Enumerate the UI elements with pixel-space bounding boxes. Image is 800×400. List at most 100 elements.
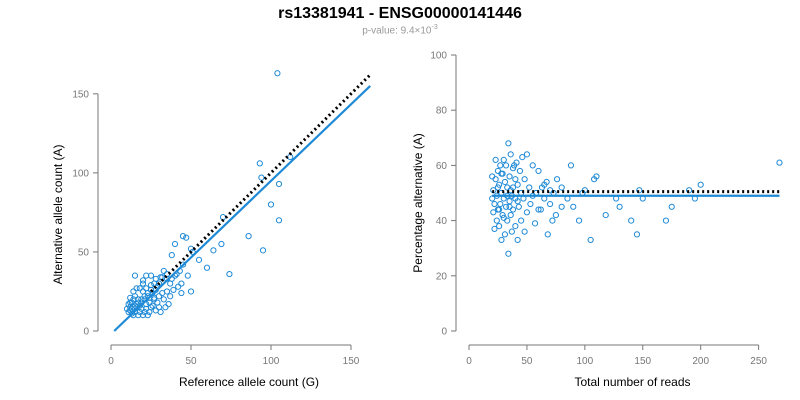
x-tick-label: 150: [343, 356, 360, 367]
data-point: [187, 245, 195, 252]
data-point: [519, 154, 526, 161]
y-axis-label: Percentage alternative (A): [411, 133, 425, 272]
data-point: [515, 203, 522, 210]
data-point: [494, 184, 502, 191]
x-tick-label: 0: [466, 356, 472, 367]
data-point: [502, 203, 510, 210]
data-point: [506, 203, 513, 210]
data-point: [504, 217, 511, 224]
data-point: [521, 228, 528, 235]
data-point: [256, 160, 263, 167]
data-point: [570, 203, 577, 210]
data-point: [512, 223, 519, 230]
data-point: [163, 288, 171, 295]
data-point: [157, 308, 164, 316]
data-point: [523, 151, 531, 158]
data-point: [123, 305, 131, 312]
data-point: [505, 250, 512, 257]
data-point: [526, 184, 533, 191]
data-point: [136, 285, 143, 292]
data-point: [187, 288, 195, 295]
data-point: [493, 217, 500, 224]
data-point: [553, 176, 561, 183]
x-tick-label: 200: [692, 356, 709, 367]
data-point: [507, 211, 514, 219]
data-point: [602, 211, 609, 219]
data-point: [131, 302, 139, 309]
data-point: [141, 308, 148, 316]
data-point: [184, 272, 191, 279]
y-tick-label: 150: [72, 89, 89, 100]
data-point: [131, 272, 139, 279]
data-point: [514, 236, 521, 244]
data-point: [506, 198, 513, 205]
data-point: [549, 217, 556, 224]
data-point: [494, 167, 502, 175]
data-point: [151, 296, 158, 303]
data-point: [546, 200, 554, 208]
data-point: [500, 214, 507, 221]
y-tick-label: 0: [441, 327, 447, 338]
data-point: [498, 236, 505, 244]
data-point: [178, 289, 185, 297]
data-point: [558, 184, 565, 191]
data-point: [508, 228, 515, 235]
data-point: [516, 167, 524, 175]
data-point: [141, 293, 148, 300]
data-point: [507, 151, 514, 158]
data-point: [489, 173, 496, 180]
data-point: [274, 70, 281, 77]
data-point: [171, 240, 179, 248]
data-point: [552, 211, 559, 219]
data-point: [175, 283, 182, 290]
y-tick-label: 0: [83, 327, 89, 338]
data-point: [499, 211, 506, 219]
y-tick-label: 40: [436, 216, 448, 227]
x-tick-label: 50: [185, 356, 197, 367]
data-point: [567, 162, 575, 169]
data-point: [259, 247, 267, 254]
p-value-label: p-value: 9.4×10: [362, 25, 432, 37]
data-point: [179, 261, 187, 268]
y-tick-label: 20: [436, 271, 448, 282]
data-point: [139, 277, 147, 284]
data-point: [490, 209, 497, 216]
data-point: [267, 201, 275, 208]
data-point: [144, 312, 151, 319]
data-point: [575, 217, 583, 224]
data-point: [662, 217, 670, 224]
data-point: [183, 234, 190, 241]
data-point: [502, 162, 510, 169]
x-axis-label: Total number of reads: [574, 375, 690, 389]
data-point: [541, 181, 548, 188]
data-point: [139, 280, 147, 287]
data-point: [668, 203, 675, 210]
data-point: [210, 247, 217, 254]
data-point: [514, 181, 521, 188]
data-point: [195, 256, 203, 263]
data-point: [160, 296, 167, 303]
data-point: [531, 220, 539, 227]
data-point: [168, 252, 175, 259]
data-point: [776, 159, 783, 166]
y-tick-label: 50: [78, 247, 90, 258]
data-point: [511, 162, 518, 169]
data-point: [258, 174, 265, 181]
data-point: [144, 289, 151, 297]
data-point: [131, 308, 139, 316]
data-point: [149, 302, 156, 309]
data-point: [523, 209, 531, 216]
data-point: [143, 272, 150, 279]
data-point: [160, 267, 167, 275]
data-point: [527, 200, 534, 208]
data-point: [165, 301, 172, 308]
chart-subtitle: p-value: 9.4×10-3: [0, 24, 800, 36]
data-point: [529, 162, 536, 169]
data-point: [138, 296, 145, 303]
data-point: [514, 198, 521, 205]
y-tick-label: 80: [436, 106, 448, 117]
data-point: [151, 280, 158, 287]
data-point: [544, 231, 551, 238]
data-point: [133, 285, 140, 292]
